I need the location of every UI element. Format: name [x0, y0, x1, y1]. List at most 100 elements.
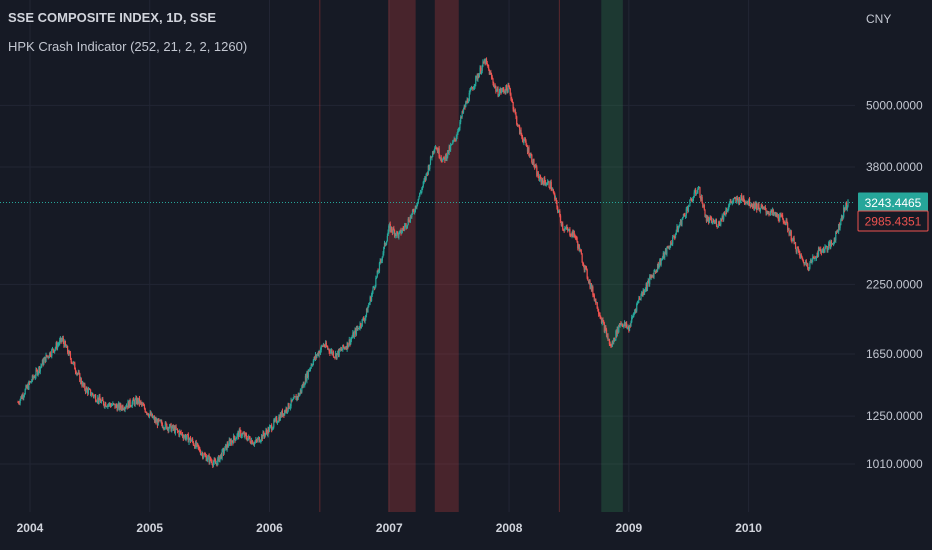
candle-body	[490, 74, 493, 78]
candle-body	[161, 421, 163, 425]
candle-body	[405, 223, 407, 228]
candle-body	[129, 399, 131, 406]
candle-body	[261, 435, 263, 439]
candle-body	[189, 437, 191, 440]
candle-body	[321, 345, 323, 347]
candle-body	[446, 156, 448, 160]
candle-body	[719, 224, 721, 226]
candle-body	[83, 384, 85, 386]
candle-body	[641, 292, 644, 295]
candle-body	[176, 429, 178, 430]
candle-body	[477, 75, 479, 80]
candle-body	[250, 440, 253, 444]
candle-body	[209, 457, 212, 461]
candle-body	[238, 432, 240, 437]
candle-body	[626, 323, 628, 328]
candle-body	[549, 182, 552, 189]
candle-body	[694, 189, 696, 193]
currency-label[interactable]: CNY	[866, 12, 892, 26]
candle-body	[829, 242, 831, 248]
candle-body	[603, 320, 605, 324]
candle-body	[488, 69, 491, 75]
candle-body	[468, 93, 470, 102]
candle-body	[461, 111, 463, 118]
candle-body	[396, 231, 399, 234]
candle-body	[171, 427, 173, 432]
candle-body	[798, 251, 800, 253]
candle-body	[314, 357, 316, 359]
candle-body	[49, 352, 51, 356]
candle-body	[349, 339, 351, 345]
candle-body	[824, 246, 826, 251]
symbol-title[interactable]: SSE COMPOSITE INDEX, 1D, SSE	[8, 10, 217, 25]
candle-body	[423, 180, 425, 182]
candle-body	[819, 249, 821, 250]
candle-body	[155, 419, 157, 423]
candle-body	[839, 225, 841, 229]
candle-body	[820, 249, 822, 252]
candle-body	[591, 286, 593, 290]
candle-body	[409, 221, 411, 223]
candle-body	[756, 208, 759, 211]
candle-body	[656, 263, 659, 272]
candle-body	[503, 89, 505, 92]
candle-body	[597, 308, 599, 312]
price-axis[interactable]: 5000.0000 3800.0000 2250.0000 1650.0000 1250…	[866, 98, 923, 471]
candle-body	[178, 431, 180, 436]
candle-body	[631, 316, 634, 318]
candle-body	[391, 226, 393, 231]
candle-body	[396, 231, 398, 236]
candle-body	[429, 156, 432, 165]
candle-body	[271, 425, 273, 431]
candle-body	[31, 380, 33, 382]
candle-body	[508, 84, 510, 87]
candle-body	[227, 445, 230, 447]
candle-body	[828, 242, 830, 244]
candle-body	[444, 157, 446, 161]
candle-body	[656, 270, 658, 272]
candle-body	[240, 436, 243, 437]
candle-body	[713, 221, 715, 224]
candle-body	[271, 429, 273, 431]
candle-body	[207, 456, 209, 460]
candle-body	[672, 237, 674, 245]
candle-body	[772, 210, 774, 214]
time-axis[interactable]: 2004 2005 2006 2007 2008 2009 2010	[17, 521, 763, 535]
candle-body	[518, 126, 521, 134]
candle-body	[771, 210, 774, 213]
candle-body	[577, 244, 580, 249]
candle-body	[746, 201, 748, 203]
indicator-title[interactable]: HPK Crash Indicator (252, 21, 2, 2, 1260…	[8, 39, 248, 54]
candle-body	[22, 394, 24, 398]
candle-body	[213, 459, 215, 463]
candle-body	[593, 295, 595, 296]
candle-body	[539, 175, 542, 178]
candle-body	[835, 231, 838, 233]
candle-body	[643, 290, 645, 294]
candle-body	[400, 229, 402, 234]
candle-body	[156, 420, 158, 423]
candle-body	[385, 243, 387, 246]
candle-body	[107, 404, 109, 407]
candle-body	[716, 226, 718, 228]
candle-body	[583, 265, 585, 270]
candle-body	[184, 435, 187, 440]
candle-body	[77, 373, 79, 375]
candle-body	[127, 401, 129, 408]
candle-body	[185, 437, 187, 440]
candle-body	[55, 343, 57, 348]
candle-body	[269, 425, 271, 427]
candle-body	[671, 244, 673, 246]
candle-body	[188, 439, 190, 443]
candle-body	[563, 229, 565, 231]
candle-body	[555, 197, 557, 202]
candle-body	[233, 435, 235, 439]
candle-body	[792, 237, 794, 239]
candle-body	[500, 88, 502, 93]
candle-body	[254, 442, 256, 443]
candle-body	[344, 347, 346, 349]
candle-body	[682, 217, 684, 220]
candle-body	[840, 219, 842, 226]
